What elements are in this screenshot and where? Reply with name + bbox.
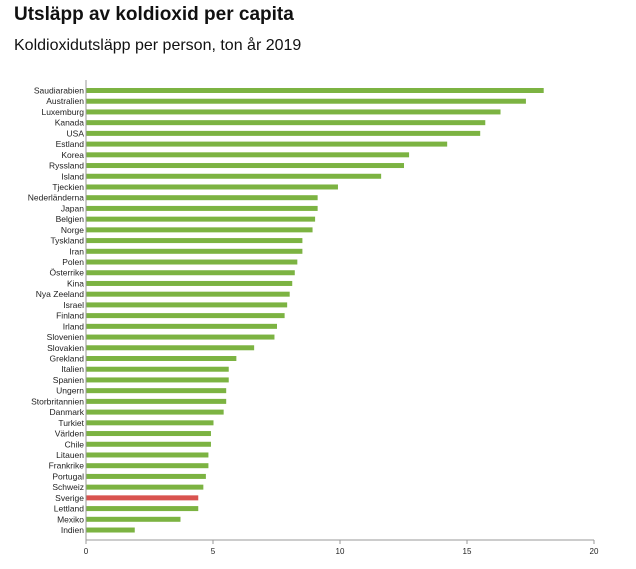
category-label: Sverige: [55, 493, 84, 503]
category-label: Saudiarabien: [34, 86, 84, 96]
bar: [86, 484, 204, 490]
category-label: Slovakien: [47, 343, 84, 353]
bar: [86, 291, 290, 297]
category-label: Nya Zeeland: [36, 289, 84, 299]
category-label: Polen: [62, 257, 84, 267]
category-label: Iran: [69, 246, 84, 256]
category-label: Island: [61, 171, 84, 181]
bar: [86, 195, 318, 201]
bar: [86, 313, 285, 319]
bar: [86, 334, 275, 340]
bar: [86, 302, 288, 308]
bar: [86, 495, 199, 501]
bar: [86, 173, 382, 179]
bar: [86, 506, 199, 512]
bar: [86, 356, 237, 361]
category-label: Luxemburg: [41, 107, 84, 117]
bar: [86, 184, 338, 190]
category-label: Frankrike: [49, 461, 85, 471]
category-label: Storbritannien: [31, 396, 84, 406]
bar: [86, 398, 227, 404]
category-label: Kina: [67, 278, 84, 288]
bar: [86, 141, 448, 147]
category-label: Världen: [55, 429, 85, 439]
bar: [86, 248, 303, 254]
bar: [86, 270, 295, 276]
bar: [86, 473, 206, 479]
category-label: Nederländerna: [28, 193, 85, 203]
category-label: Israel: [63, 300, 84, 310]
bar: [86, 130, 481, 136]
bar: [86, 120, 486, 126]
bar: [86, 216, 316, 222]
bar: [86, 280, 293, 286]
category-label: Korea: [61, 150, 84, 160]
category-label: Österrike: [50, 268, 85, 278]
category-label: Australien: [46, 96, 84, 106]
category-label: Belgien: [56, 214, 85, 224]
category-label: USA: [67, 128, 85, 138]
category-label: Estland: [56, 139, 85, 149]
x-tick-label: 15: [463, 547, 472, 556]
x-tick-label: 5: [211, 547, 216, 556]
page-subtitle: Koldioxidutsläpp per person, ton år 2019: [14, 37, 302, 54]
category-label: Tyskland: [50, 236, 84, 246]
bar: [86, 238, 303, 244]
bar: [86, 259, 298, 265]
bar: [86, 345, 255, 351]
category-label: Japan: [61, 203, 84, 213]
category-label: Lettland: [54, 504, 85, 514]
category-label: Indien: [61, 525, 84, 535]
bar: [86, 377, 229, 383]
category-label: Italien: [61, 364, 84, 374]
category-label: Chile: [65, 439, 85, 449]
category-label: Schweiz: [52, 482, 84, 492]
bar: [86, 441, 211, 447]
bar: [86, 527, 135, 533]
bar: [86, 88, 544, 93]
category-label: Portugal: [52, 471, 84, 481]
x-tick-label: 20: [590, 547, 599, 556]
category-label: Mexiko: [57, 514, 84, 524]
bar: [86, 516, 181, 522]
category-label: Norge: [61, 225, 84, 235]
category-label: Kanada: [55, 118, 85, 128]
bar: [86, 205, 318, 211]
category-label: Turkiet: [58, 418, 84, 428]
bar: [86, 109, 501, 115]
bar: [86, 420, 214, 426]
bar: [86, 152, 410, 158]
page-title: Utsläpp av koldioxid per capita: [14, 4, 294, 25]
category-label: Ryssland: [49, 161, 84, 171]
category-label: Grekland: [50, 354, 85, 364]
bar: [86, 227, 313, 233]
category-label: Danmark: [50, 407, 85, 417]
x-tick-label: 0: [84, 547, 89, 556]
category-label: Slovenien: [47, 332, 85, 342]
category-label: Tjeckien: [52, 182, 84, 192]
bar: [86, 452, 209, 458]
bar: [86, 409, 224, 415]
category-label: Finland: [56, 311, 84, 321]
category-label: Litauen: [56, 450, 84, 460]
category-label: Ungern: [56, 386, 84, 396]
bar: [86, 163, 404, 169]
category-label: Spanien: [53, 375, 84, 385]
bar: [86, 431, 211, 437]
bar: [86, 463, 209, 469]
bar: [86, 388, 227, 394]
bar: [86, 98, 526, 104]
x-tick-label: 10: [336, 547, 345, 556]
bar: [86, 366, 229, 372]
bar: [86, 323, 277, 329]
category-label: Irland: [63, 321, 85, 331]
